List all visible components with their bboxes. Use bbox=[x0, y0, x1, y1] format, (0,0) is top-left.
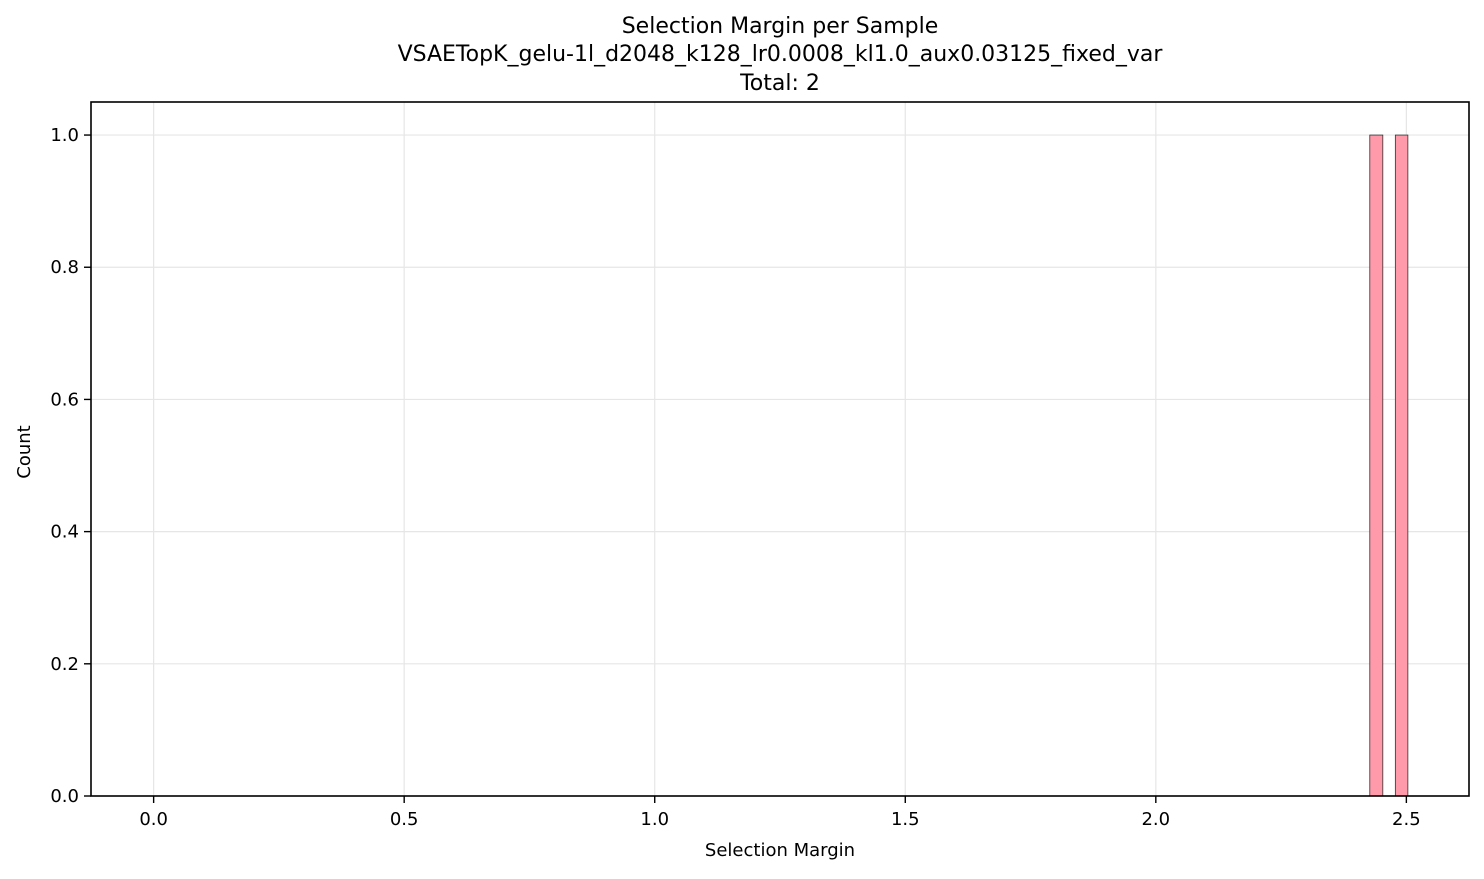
y-tick-label: 0.4 bbox=[50, 522, 79, 543]
axes-frame bbox=[90, 101, 1470, 797]
chart-title: Selection Margin per Sample bbox=[622, 14, 939, 39]
y-tick-label: 0.6 bbox=[50, 389, 79, 410]
chart-summary: Total: 2 bbox=[739, 71, 820, 96]
x-tick-label: 1.0 bbox=[640, 809, 669, 830]
x-tick-label: 2.0 bbox=[1141, 809, 1170, 830]
y-tick-label: 1.0 bbox=[50, 125, 79, 146]
x-tick-label: 2.5 bbox=[1392, 809, 1421, 830]
x-tick-label: 0.0 bbox=[139, 809, 168, 830]
y-tick-label: 0.8 bbox=[50, 257, 79, 278]
grid-layer bbox=[91, 102, 1469, 797]
histogram-bar bbox=[1369, 134, 1384, 797]
y-tick-label: 0.0 bbox=[50, 786, 79, 807]
chart-subtitle: VSAETopK_gelu-1l_d2048_k128_lr0.0008_kl1… bbox=[398, 42, 1164, 67]
x-tick-label: 1.5 bbox=[891, 809, 920, 830]
bar-layer bbox=[1369, 134, 1409, 797]
x-axis-label: Selection Margin bbox=[705, 840, 855, 861]
x-tick-label: 0.5 bbox=[390, 809, 419, 830]
y-tick-label: 0.2 bbox=[50, 654, 79, 675]
histogram-bar bbox=[1394, 134, 1409, 797]
tick-layer: 0.0 0.5 1.0 1.5 2.0 2.5 0.0 0.2 0.4 0.6 0.8 1.0 bbox=[50, 125, 1420, 830]
y-axis-label: Count bbox=[14, 425, 35, 478]
